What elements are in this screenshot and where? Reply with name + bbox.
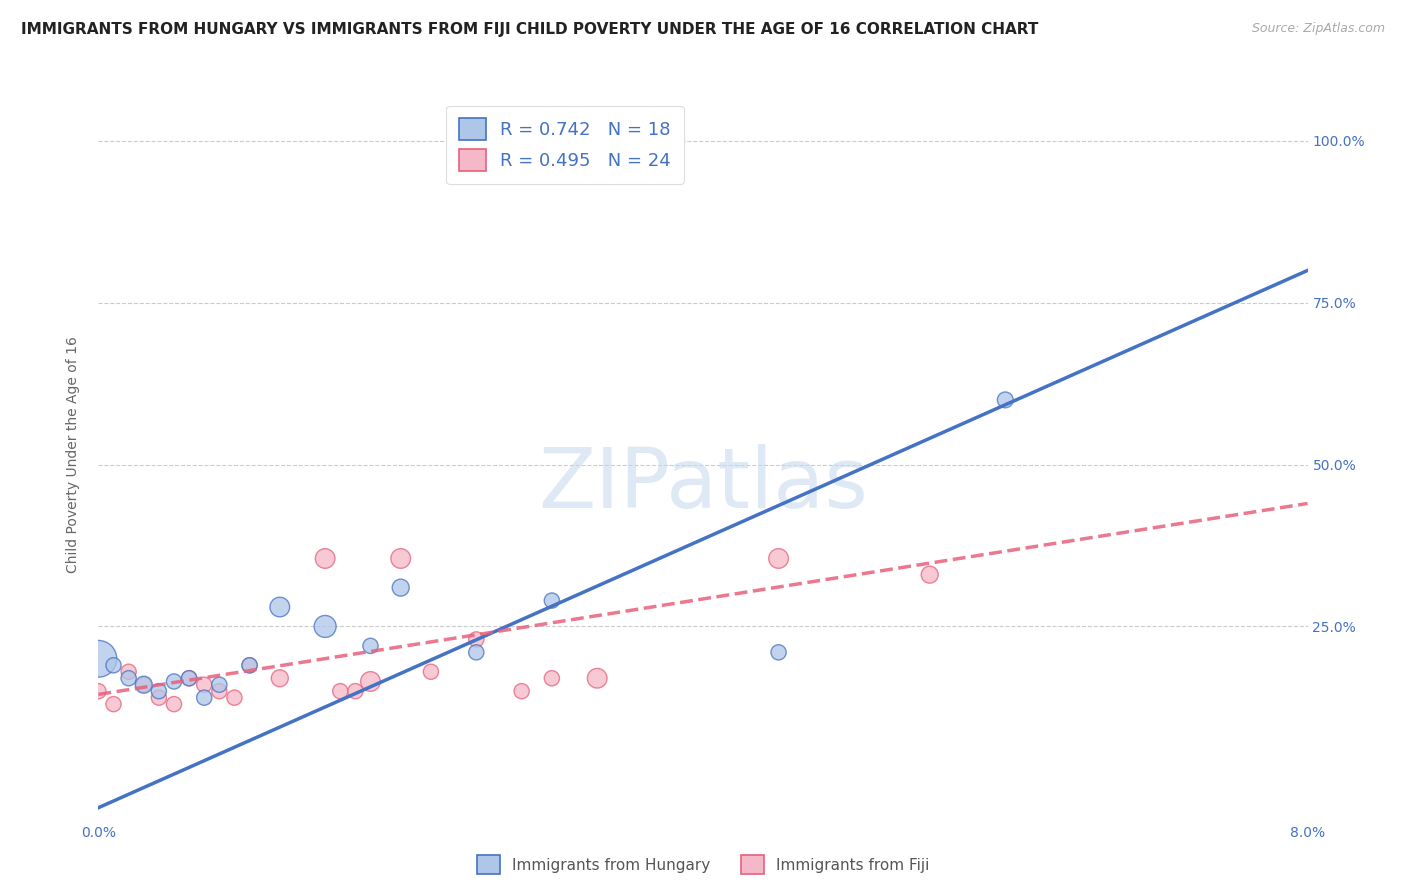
Point — [465, 632, 488, 647]
Point — [163, 697, 186, 711]
Point — [132, 678, 155, 692]
Point — [344, 684, 367, 698]
Point — [360, 639, 382, 653]
Text: Source: ZipAtlas.com: Source: ZipAtlas.com — [1251, 22, 1385, 36]
Point — [87, 684, 110, 698]
Point — [193, 678, 215, 692]
Point — [389, 551, 412, 566]
Text: ZIPatlas: ZIPatlas — [538, 443, 868, 524]
Point — [420, 665, 443, 679]
Point — [314, 619, 336, 633]
Point — [208, 678, 231, 692]
Legend: Immigrants from Hungary, Immigrants from Fiji: Immigrants from Hungary, Immigrants from… — [471, 849, 935, 880]
Point — [239, 658, 262, 673]
Point — [87, 652, 110, 666]
Point — [768, 645, 790, 659]
Point — [179, 671, 201, 685]
Point — [179, 671, 201, 685]
Point — [224, 690, 246, 705]
Point — [586, 671, 609, 685]
Point — [329, 684, 352, 698]
Text: IMMIGRANTS FROM HUNGARY VS IMMIGRANTS FROM FIJI CHILD POVERTY UNDER THE AGE OF 1: IMMIGRANTS FROM HUNGARY VS IMMIGRANTS FR… — [21, 22, 1039, 37]
Point — [389, 581, 412, 595]
Point — [132, 678, 155, 692]
Point — [208, 684, 231, 698]
Point — [103, 658, 125, 673]
Point — [148, 690, 170, 705]
Point — [465, 645, 488, 659]
Point — [163, 674, 186, 689]
Point — [103, 697, 125, 711]
Point — [540, 671, 562, 685]
Point — [360, 674, 382, 689]
Point — [994, 392, 1017, 407]
Point — [118, 671, 141, 685]
Point — [269, 671, 291, 685]
Point — [193, 690, 215, 705]
Point — [768, 551, 790, 566]
Point — [148, 684, 170, 698]
Y-axis label: Child Poverty Under the Age of 16: Child Poverty Under the Age of 16 — [66, 336, 80, 574]
Point — [314, 551, 336, 566]
Point — [540, 593, 562, 607]
Point — [118, 665, 141, 679]
Legend: R = 0.742   N = 18, R = 0.495   N = 24: R = 0.742 N = 18, R = 0.495 N = 24 — [446, 105, 683, 184]
Point — [918, 567, 941, 582]
Point — [269, 600, 291, 615]
Point — [510, 684, 533, 698]
Point — [239, 658, 262, 673]
